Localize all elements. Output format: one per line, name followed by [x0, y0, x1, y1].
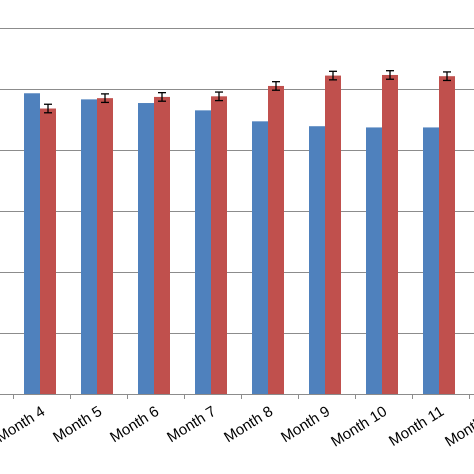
bar — [252, 121, 268, 394]
bar — [24, 93, 40, 395]
x-tick-label: Month 4 — [0, 403, 48, 446]
bar — [439, 76, 455, 394]
bar — [81, 99, 97, 395]
bar — [138, 103, 154, 394]
bar — [40, 108, 56, 395]
bar — [366, 127, 382, 395]
bar — [97, 98, 113, 395]
bar — [211, 96, 227, 394]
bars — [24, 74, 455, 395]
bar — [154, 96, 170, 395]
x-tick-label: Month 10 — [328, 403, 390, 451]
bar — [325, 75, 341, 394]
bar — [195, 110, 211, 394]
x-tick-label: Month 9 — [278, 403, 333, 446]
error-bars — [44, 70, 451, 114]
x-tick-label: Month 12 — [442, 403, 474, 451]
x-tick-label: Month 6 — [107, 403, 162, 446]
x-tick-label: Month 7 — [164, 403, 219, 446]
x-tick-label: Month 8 — [221, 403, 276, 446]
x-axis — [0, 394, 474, 399]
x-tick-label: Month 5 — [50, 403, 105, 446]
x-tick-label: Month 11 — [386, 403, 447, 450]
gridlines — [0, 28, 474, 334]
x-tick-labels: Month 4 Month 5 Month 6 Month 7 Month 8 Month… — [0, 403, 474, 451]
bar — [382, 74, 398, 394]
bar — [309, 126, 325, 395]
bar — [268, 85, 284, 394]
bar — [423, 127, 439, 395]
